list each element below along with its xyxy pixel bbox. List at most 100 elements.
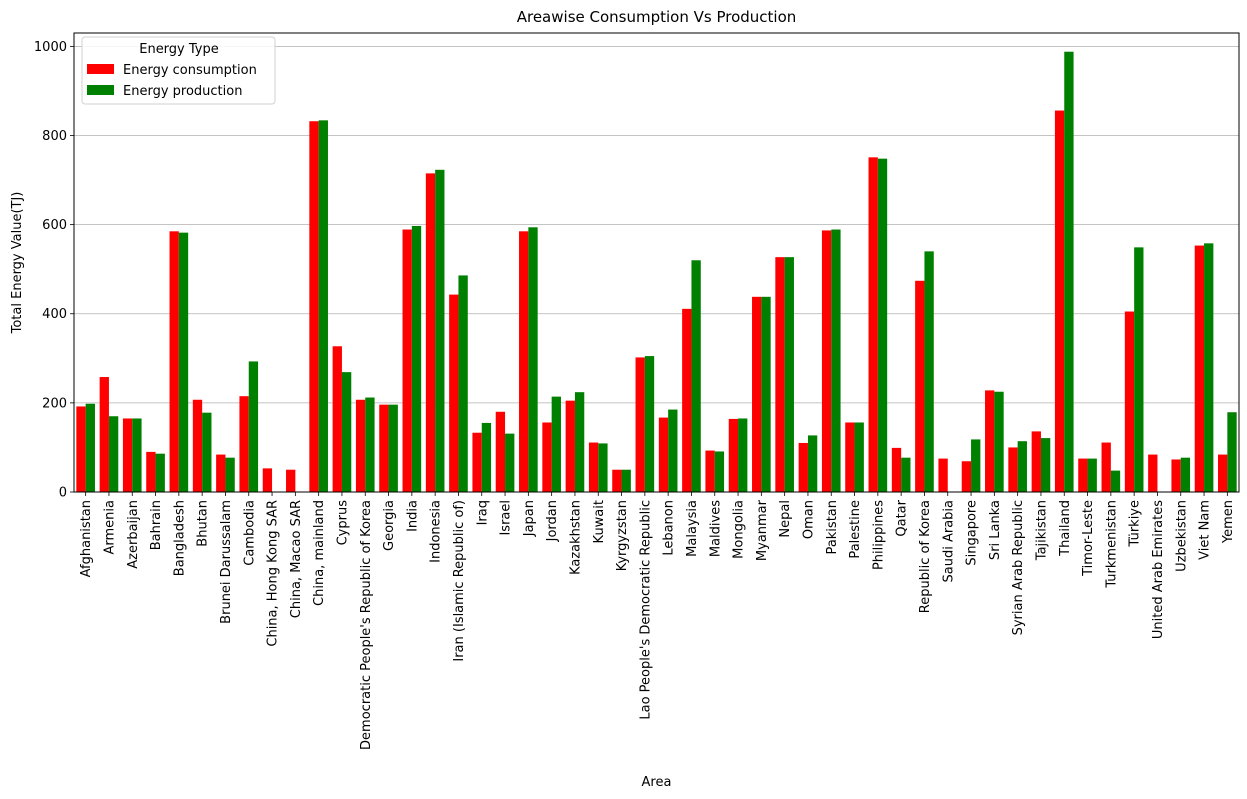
- bar-energy-consumption-sri-lanka: [985, 390, 995, 492]
- x-tick-label: Uzbekistan: [1174, 500, 1189, 572]
- x-tick-label: Iraq: [475, 500, 490, 525]
- x-tick-label: Armenia: [102, 500, 117, 555]
- x-tick-label: Kyrgyzstan: [615, 500, 630, 571]
- x-tick-label: Saudi Arabia: [941, 500, 956, 583]
- x-tick-label: Lao People's Democratic Republic: [638, 500, 653, 720]
- bar-energy-production-turkmenistan: [1110, 470, 1121, 492]
- legend-frame: [81, 36, 276, 105]
- bar-energy-production-lao-people-s-democratic-republic: [644, 356, 655, 492]
- bar-energy-consumption-myanmar: [752, 296, 762, 492]
- bar-energy-consumption-kuwait: [588, 442, 599, 492]
- y-tick-label: 200: [42, 396, 67, 411]
- bar-energy-production-oman: [807, 435, 818, 492]
- bar-energy-production-pakistan: [831, 229, 841, 492]
- legend-label-production: Energy production: [123, 84, 242, 99]
- x-tick-label: Sri Lanka: [988, 500, 1003, 560]
- x-tick-label: Republic of Korea: [918, 500, 933, 613]
- legend-title: Energy Type: [139, 42, 219, 57]
- bar-energy-production-kuwait: [598, 443, 608, 492]
- x-tick-label: Yemen: [1221, 500, 1236, 544]
- y-tick-label: 1000: [34, 40, 67, 55]
- bar-energy-production-iran-islamic-republic-of: [458, 275, 468, 492]
- bar-energy-production-yemen: [1227, 412, 1237, 492]
- bar-energy-production-indonesia: [435, 169, 445, 493]
- bar-energy-consumption-republic-of-korea: [915, 280, 925, 492]
- x-tick-label: Cyprus: [335, 500, 350, 546]
- x-tick-label: United Arab Emirates: [1151, 500, 1166, 639]
- x-tick-label: Türkiye: [1128, 500, 1143, 548]
- bar-energy-production-viet-nam: [1204, 243, 1214, 492]
- x-tick-label: Afghanistan: [79, 500, 94, 577]
- y-tick-label: 0: [59, 486, 67, 501]
- bar-energy-consumption-turkmenistan: [1101, 442, 1111, 492]
- bar-energy-production-israel: [505, 433, 515, 492]
- bar-energy-consumption-malaysia: [682, 308, 692, 492]
- bar-energy-consumption-yemen: [1218, 454, 1228, 492]
- bars: [76, 51, 1237, 493]
- x-tick-label: China, Hong Kong SAR: [266, 500, 281, 647]
- x-tick-label: Iran (Islamic Republic of): [452, 500, 467, 662]
- legend-swatch-production: [87, 85, 114, 95]
- bar-energy-consumption-china-macao-sar: [286, 469, 296, 492]
- legend: Energy Type Energy consumption Energy pr…: [81, 36, 276, 105]
- bar-energy-production-kyrgyzstan: [621, 469, 631, 492]
- bar-energy-production-china-mainland: [318, 120, 328, 492]
- x-tick-label: Myanmar: [755, 499, 770, 561]
- bar-energy-consumption-georgia: [379, 404, 389, 492]
- bar-energy-consumption-japan: [519, 231, 529, 492]
- bar-energy-consumption-timor-leste: [1078, 458, 1088, 492]
- bar-energy-production-lebanon: [668, 409, 678, 492]
- bar-energy-consumption-afghanistan: [76, 406, 86, 492]
- bar-energy-production-iraq: [481, 422, 492, 492]
- bar-energy-consumption-kazakhstan: [565, 400, 575, 492]
- bar-energy-consumption-indonesia: [425, 173, 436, 492]
- bar-energy-production-uzbekistan: [1180, 457, 1191, 492]
- bar-energy-production-palestine: [854, 422, 864, 492]
- bar-energy-consumption-syrian-arab-republic: [1008, 447, 1018, 492]
- bar-energy-consumption-lebanon: [658, 417, 669, 492]
- bar-energy-consumption-united-arab-emirates: [1148, 454, 1158, 492]
- bar-energy-production-brunei-darussalam: [225, 457, 235, 492]
- x-tick-label: Tajikistan: [1034, 500, 1049, 561]
- x-tick-label: Georgia: [382, 500, 397, 551]
- x-tick-label: Maldives: [708, 500, 723, 557]
- x-tick-label: Bhutan: [196, 500, 211, 547]
- x-tick-label: Brunei Darussalam: [219, 500, 234, 624]
- bar-energy-production-thailand: [1064, 51, 1074, 493]
- bar-energy-production-kazakhstan: [574, 392, 585, 492]
- bar-energy-consumption-t-rkiye: [1124, 311, 1135, 492]
- bar-energy-production-syrian-arab-republic: [1017, 441, 1027, 492]
- bar-energy-production-nepal: [784, 257, 794, 492]
- bar-energy-production-bahrain: [155, 453, 165, 492]
- bar-energy-consumption-cyprus: [332, 346, 342, 492]
- y-axis: 0 200 400 600 800 1000: [34, 40, 74, 501]
- bar-energy-consumption-maldives: [705, 450, 715, 492]
- bar-energy-production-jordan: [551, 396, 561, 492]
- bar-energy-consumption-china-hong-kong-sar: [262, 468, 273, 492]
- chart-title: Areawise Consumption Vs Production: [517, 8, 797, 26]
- bar-energy-consumption-azerbaijan: [122, 418, 133, 492]
- bar-energy-consumption-philippines: [868, 157, 878, 493]
- bar-energy-production-myanmar: [761, 296, 771, 492]
- bar-energy-production-qatar: [901, 457, 911, 492]
- bar-energy-production-democratic-people-s-republic-of-korea: [365, 397, 375, 492]
- x-tick-label: Malaysia: [685, 500, 700, 557]
- x-tick-label: Kazakhstan: [568, 500, 583, 575]
- x-tick-label: Timor-Leste: [1081, 500, 1096, 577]
- bar-energy-consumption-oman: [798, 442, 808, 492]
- bar-energy-production-armenia: [108, 416, 119, 492]
- bar-energy-consumption-singapore: [961, 461, 972, 492]
- y-tick-label: 600: [42, 218, 67, 233]
- legend-swatch-consumption: [87, 64, 114, 74]
- bar-energy-consumption-pakistan: [821, 230, 832, 493]
- x-tick-label: Democratic People's Republic of Korea: [359, 500, 374, 750]
- bar-energy-consumption-palestine: [845, 422, 855, 492]
- bar-energy-consumption-iraq: [472, 432, 482, 492]
- bar-energy-consumption-saudi-arabia: [938, 458, 948, 492]
- x-tick-label: Thailand: [1058, 500, 1073, 557]
- bar-energy-consumption-uzbekistan: [1171, 459, 1181, 492]
- x-tick-label: Singapore: [965, 500, 980, 566]
- x-tick-label: Turkmenistan: [1104, 500, 1119, 589]
- x-tick-label: Japan: [522, 500, 537, 537]
